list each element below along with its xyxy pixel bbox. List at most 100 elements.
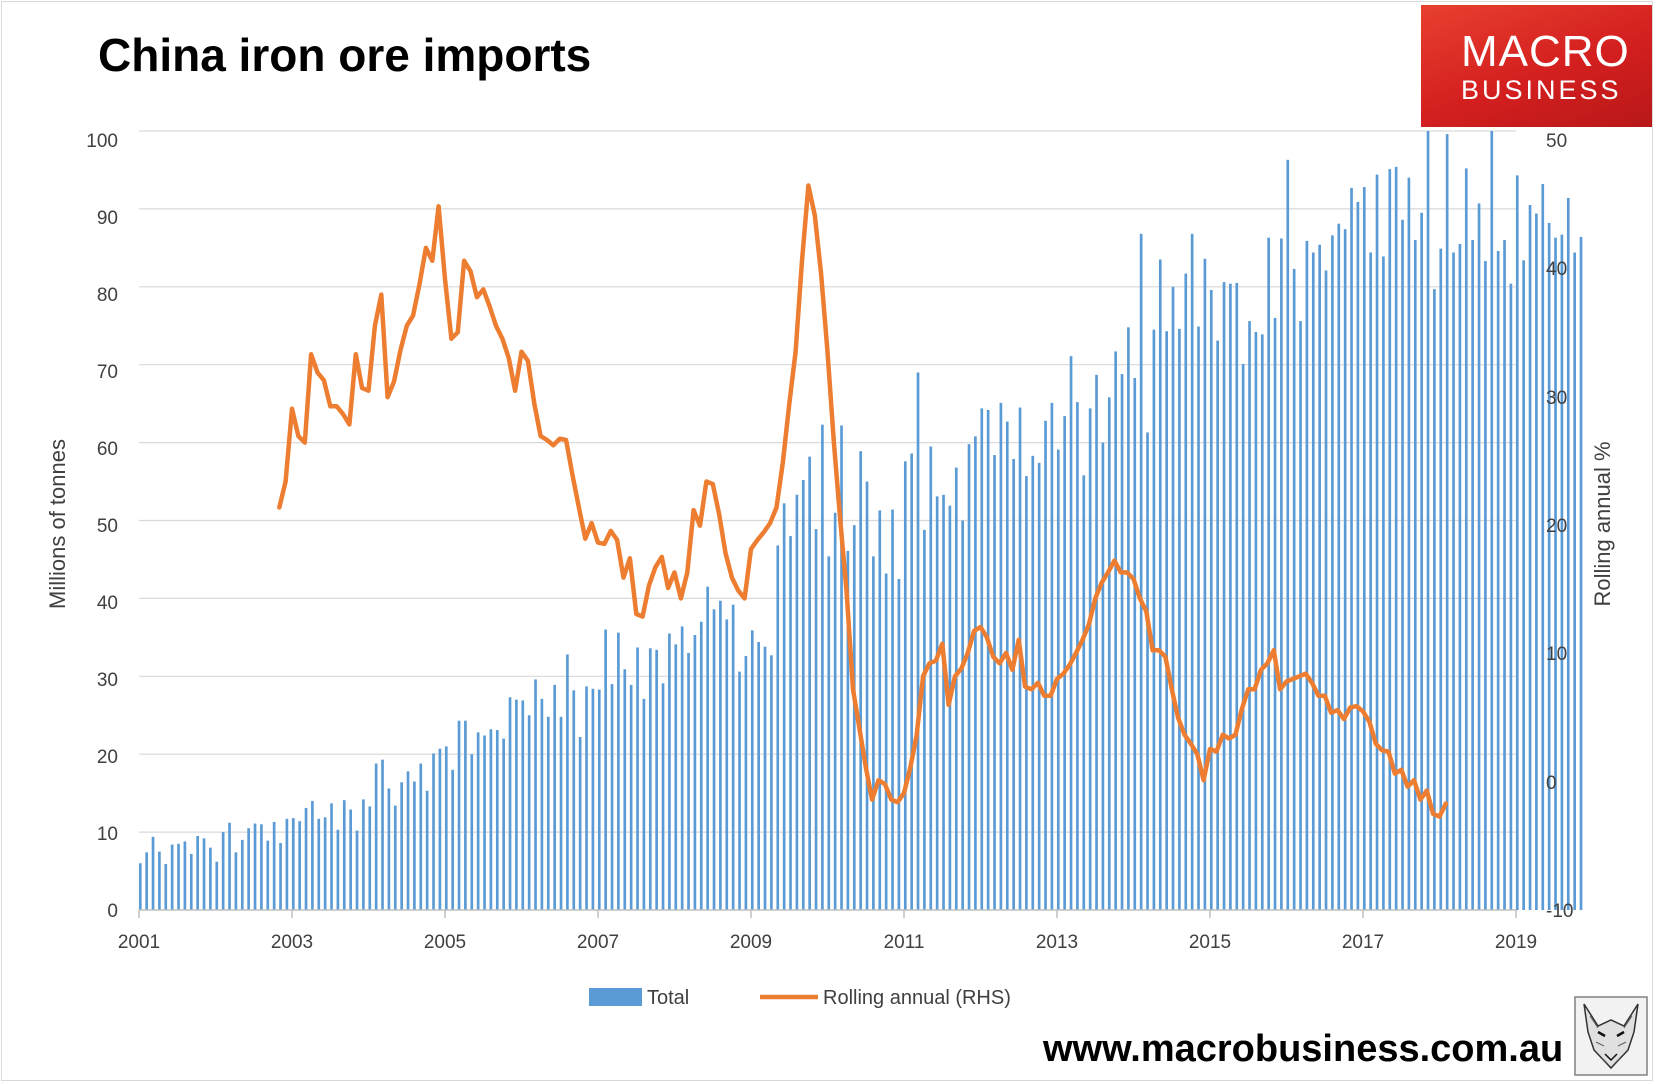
bar-total bbox=[1331, 235, 1334, 910]
bar-total bbox=[1560, 234, 1564, 911]
y-left-tick-label: 90 bbox=[97, 208, 118, 229]
x-axis-labels: 2001 2003 2005 2007 2009 2011 2013 2015 … bbox=[118, 932, 1537, 953]
bar-total bbox=[948, 505, 952, 910]
bar-total bbox=[1190, 233, 1194, 910]
bar-total bbox=[247, 828, 250, 910]
bar-total bbox=[177, 843, 180, 910]
bar-total bbox=[610, 684, 614, 910]
bar-total bbox=[629, 684, 633, 910]
bar-total bbox=[1178, 328, 1181, 910]
bar-total bbox=[572, 690, 576, 910]
bar-total bbox=[1426, 131, 1430, 910]
bar-total bbox=[489, 729, 493, 910]
bar-total bbox=[674, 644, 678, 910]
bar-total bbox=[1311, 252, 1315, 910]
bar-total bbox=[808, 456, 811, 910]
bar-total bbox=[432, 753, 435, 910]
bar-total bbox=[317, 818, 321, 910]
bar-total bbox=[1464, 168, 1468, 910]
bar-total bbox=[196, 836, 199, 910]
bar-total bbox=[553, 684, 556, 910]
bar-total bbox=[597, 689, 601, 910]
y-left-tick-label: 80 bbox=[97, 285, 118, 306]
bar-total bbox=[508, 697, 512, 910]
bar-total bbox=[617, 632, 620, 910]
bar-total bbox=[1184, 273, 1188, 910]
bar-total bbox=[1025, 476, 1028, 910]
legend-label-rolling-annual: Rolling annual (RHS) bbox=[823, 987, 1011, 1009]
bar-total bbox=[623, 669, 627, 910]
bar-total bbox=[1171, 286, 1175, 910]
bar-total bbox=[687, 652, 690, 910]
y-left-tick-label: 40 bbox=[97, 593, 118, 614]
bar-total bbox=[298, 821, 301, 910]
bar-total bbox=[419, 763, 423, 910]
bar-total bbox=[1216, 340, 1219, 910]
bar-total bbox=[1433, 289, 1436, 910]
bar-total bbox=[1541, 183, 1545, 911]
bar-total bbox=[1388, 169, 1392, 911]
y-left-tick-label: 20 bbox=[97, 747, 118, 768]
y-right-tick-label: -10 bbox=[1546, 901, 1573, 922]
bar-total bbox=[1382, 256, 1385, 910]
bar-total bbox=[291, 818, 295, 910]
bar-total bbox=[1439, 248, 1443, 910]
bar-total bbox=[986, 409, 990, 910]
bar-total bbox=[483, 735, 486, 910]
bar-total bbox=[521, 700, 525, 910]
bar-total bbox=[1484, 261, 1487, 911]
bar-total bbox=[1063, 416, 1066, 910]
bar-total bbox=[1139, 233, 1143, 910]
bar-total bbox=[731, 604, 735, 910]
bar-total bbox=[425, 790, 429, 910]
bar-total bbox=[1101, 442, 1105, 910]
y-left-tick-label: 50 bbox=[97, 516, 118, 537]
bar-total bbox=[1127, 327, 1130, 910]
bar-total bbox=[1420, 212, 1423, 911]
bar-total bbox=[1241, 363, 1245, 910]
bar-total bbox=[814, 529, 818, 910]
bar-total bbox=[782, 503, 786, 910]
bar-total bbox=[527, 715, 531, 910]
bar-total bbox=[1375, 174, 1379, 910]
x-tick-label: 2011 bbox=[884, 932, 925, 953]
bar-total bbox=[1573, 252, 1576, 910]
bar-total bbox=[1337, 223, 1341, 910]
bar-total bbox=[272, 821, 276, 910]
bar-total bbox=[189, 853, 193, 910]
bar-total bbox=[1114, 351, 1117, 911]
bar-total bbox=[170, 844, 174, 910]
bar-total bbox=[457, 720, 461, 910]
bar-total bbox=[1318, 244, 1321, 911]
x-tick-label: 2007 bbox=[577, 932, 619, 953]
legend: Total Rolling annual (RHS) bbox=[589, 987, 1011, 1009]
bar-total bbox=[413, 781, 416, 910]
bar-total bbox=[515, 699, 518, 910]
bar-total bbox=[661, 683, 665, 910]
bar-total bbox=[1343, 229, 1347, 910]
bar-total bbox=[795, 494, 799, 910]
bar-total bbox=[304, 807, 308, 910]
bar-total bbox=[1305, 240, 1309, 911]
x-tick-label: 2003 bbox=[271, 932, 313, 953]
fox-sketch-icon bbox=[1574, 996, 1648, 1076]
bar-total bbox=[1076, 402, 1079, 910]
macrobusiness-logo: MACRO BUSINESS bbox=[1421, 5, 1652, 127]
bar-total bbox=[1401, 219, 1404, 910]
bar-total bbox=[903, 461, 907, 910]
bar-total bbox=[1286, 159, 1290, 910]
bar-total bbox=[1197, 326, 1200, 910]
bar-total bbox=[642, 698, 646, 910]
bar-total bbox=[776, 545, 780, 910]
bar-total bbox=[636, 647, 639, 910]
bar-total bbox=[362, 799, 365, 910]
logo-line-1: MACRO bbox=[1461, 27, 1630, 76]
bar-total bbox=[240, 839, 244, 910]
x-tick-label: 2017 bbox=[1342, 932, 1384, 953]
bar-total bbox=[833, 512, 837, 910]
bar-total bbox=[1407, 177, 1411, 911]
bar-total bbox=[668, 633, 671, 910]
chart-title: China iron ore imports bbox=[98, 29, 592, 81]
bar-total bbox=[534, 679, 537, 910]
bar-total bbox=[1273, 317, 1277, 911]
